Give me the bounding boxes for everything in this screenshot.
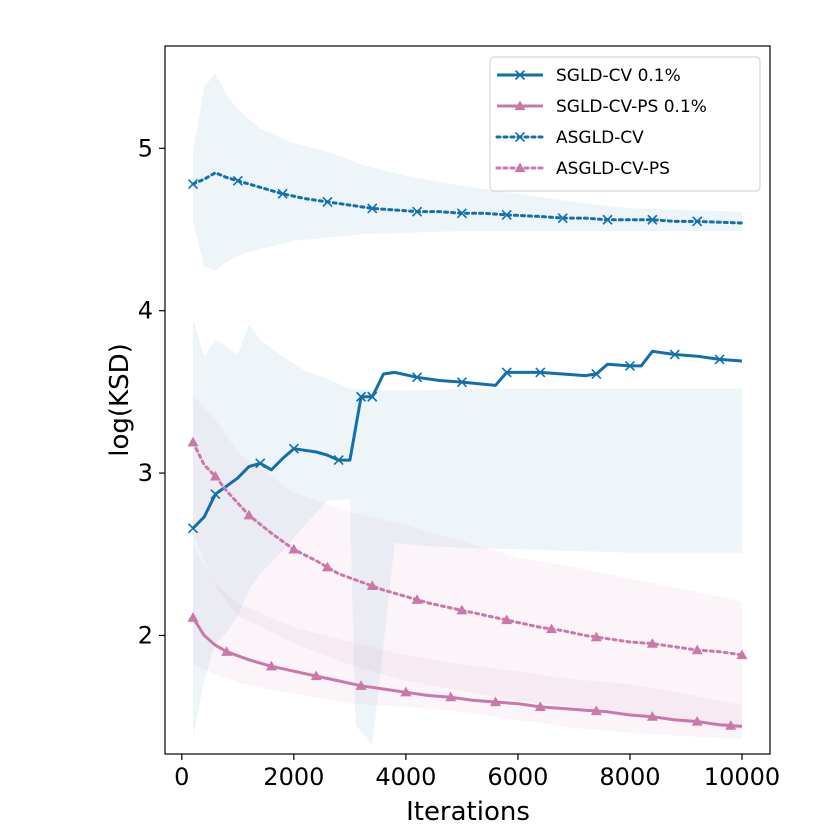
band-sgld-cv-0-1 xyxy=(193,318,742,746)
marker-asgld-cv-ps xyxy=(646,638,658,648)
marker-sgld-cv-0-1 xyxy=(535,367,546,378)
y-tick-label: 2 xyxy=(138,621,153,649)
legend-label-asgld-cv: ASGLD-CV xyxy=(556,128,644,148)
marker-sgld-cv-0-1 xyxy=(624,360,636,371)
marker-asgld-cv-ps xyxy=(590,631,602,642)
x-axis-title: Iterations xyxy=(406,797,530,827)
marker-sgld-cv-ps-0-1 xyxy=(490,696,502,707)
marker-sgld-cv-ps-0-1 xyxy=(187,612,199,622)
marker-asgld-cv xyxy=(456,208,467,219)
marker-sgld-cv-ps-0-1 xyxy=(310,670,322,681)
marker-asgld-cv-ps xyxy=(411,594,423,604)
marker-asgld-cv-ps xyxy=(209,470,221,481)
marker-sgld-cv-0-1 xyxy=(210,489,221,500)
series-lines xyxy=(191,171,744,728)
legend-marker-sgld-cv-ps-0-1 xyxy=(514,100,526,111)
line-asgld-cv-ps xyxy=(191,440,744,657)
marker-sgld-cv-0-1 xyxy=(367,391,378,402)
marker-asgld-cv-ps xyxy=(321,561,333,572)
marker-asgld-cv xyxy=(187,178,199,190)
line-asgld-cv xyxy=(191,171,744,225)
y-tick-label: 4 xyxy=(138,297,153,325)
marker-sgld-cv-0-1 xyxy=(187,523,199,534)
marker-asgld-cv xyxy=(322,196,333,207)
legend-label-sgld-cv-ps-0-1: SGLD-CV-PS 0.1% xyxy=(556,97,707,117)
marker-sgld-cv-ps-0-1 xyxy=(221,646,233,656)
line-sgld-cv-0-1 xyxy=(191,349,743,530)
marker-sgld-cv-ps-0-1 xyxy=(725,720,737,730)
x-tick-label: 0 xyxy=(174,763,189,791)
marker-sgld-cv-ps-0-1 xyxy=(265,660,277,671)
marker-asgld-cv xyxy=(232,175,243,186)
marker-asgld-cv xyxy=(647,214,658,225)
marker-sgld-cv-0-1 xyxy=(456,377,467,388)
marker-asgld-cv xyxy=(367,203,378,214)
marker-asgld-cv xyxy=(557,213,568,224)
marker-asgld-cv-ps xyxy=(456,604,468,615)
marker-asgld-cv xyxy=(692,216,703,227)
marker-sgld-cv-0-1 xyxy=(355,391,367,402)
y-axis-ticks: 2 3 4 5 xyxy=(138,134,165,649)
x-axis-ticks: 0 2000 4000 6000 8000 10000 xyxy=(174,754,780,791)
x-tick-label: 10000 xyxy=(704,763,780,791)
marker-sgld-cv-ps-0-1 xyxy=(646,711,658,721)
x-tick-label: 4000 xyxy=(375,763,436,791)
marker-asgld-cv-ps xyxy=(187,436,199,447)
marker-asgld-cv xyxy=(602,214,613,225)
band-asgld-cv-ps xyxy=(193,395,742,730)
legend-label-sgld-cv-0-1: SGLD-CV 0.1% xyxy=(556,66,681,86)
marker-asgld-cv-ps xyxy=(366,580,378,591)
legend-marker-asgld-cv-ps xyxy=(514,162,526,173)
marker-asgld-cv-ps xyxy=(288,543,300,554)
legend-frame xyxy=(489,56,761,192)
marker-asgld-cv-ps xyxy=(546,623,558,634)
marker-asgld-cv xyxy=(501,209,512,220)
band-sgld-cv-ps-0-1 xyxy=(193,546,742,740)
legend-marker-sgld-cv-0-1 xyxy=(514,69,526,81)
y-tick-label: 5 xyxy=(138,134,153,162)
marker-sgld-cv-ps-0-1 xyxy=(691,716,703,726)
marker-sgld-cv-0-1 xyxy=(669,349,680,360)
legend-label-asgld-cv-ps: ASGLD-CV-PS xyxy=(556,159,670,179)
x-tick-label: 8000 xyxy=(599,763,660,791)
marker-asgld-cv-ps xyxy=(243,509,255,520)
legend-marker-asgld-cv xyxy=(514,131,526,143)
marker-sgld-cv-ps-0-1 xyxy=(590,705,602,716)
marker-sgld-cv-ps-0-1 xyxy=(400,686,412,697)
marker-sgld-cv-0-1 xyxy=(412,372,423,383)
marker-sgld-cv-ps-0-1 xyxy=(355,680,367,690)
marker-asgld-cv-ps xyxy=(691,644,703,655)
marker-sgld-cv-ps-0-1 xyxy=(534,701,546,712)
y-axis-title: log(KSD) xyxy=(105,343,135,457)
x-tick-label: 6000 xyxy=(487,763,548,791)
marker-sgld-cv-0-1 xyxy=(333,455,344,466)
marker-sgld-cv-0-1 xyxy=(255,458,266,469)
y-tick-label: 3 xyxy=(138,459,153,487)
marker-asgld-cv xyxy=(277,188,288,199)
legend: SGLD-CV 0.1% SGLD-CV-PS 0.1% ASGLD-CV ASGLD… xyxy=(489,56,761,192)
series-markers xyxy=(187,175,748,730)
plot-frame xyxy=(164,45,771,755)
x-tick-label: 2000 xyxy=(263,763,324,791)
marker-sgld-cv-0-1 xyxy=(501,367,512,378)
marker-sgld-cv-ps-0-1 xyxy=(445,691,457,702)
marker-sgld-cv-0-1 xyxy=(714,354,725,365)
marker-asgld-cv-ps xyxy=(736,649,748,660)
marker-asgld-cv xyxy=(412,206,423,217)
marker-sgld-cv-0-1 xyxy=(591,368,602,380)
marker-sgld-cv-0-1 xyxy=(288,443,299,454)
marker-asgld-cv-ps xyxy=(501,614,513,625)
